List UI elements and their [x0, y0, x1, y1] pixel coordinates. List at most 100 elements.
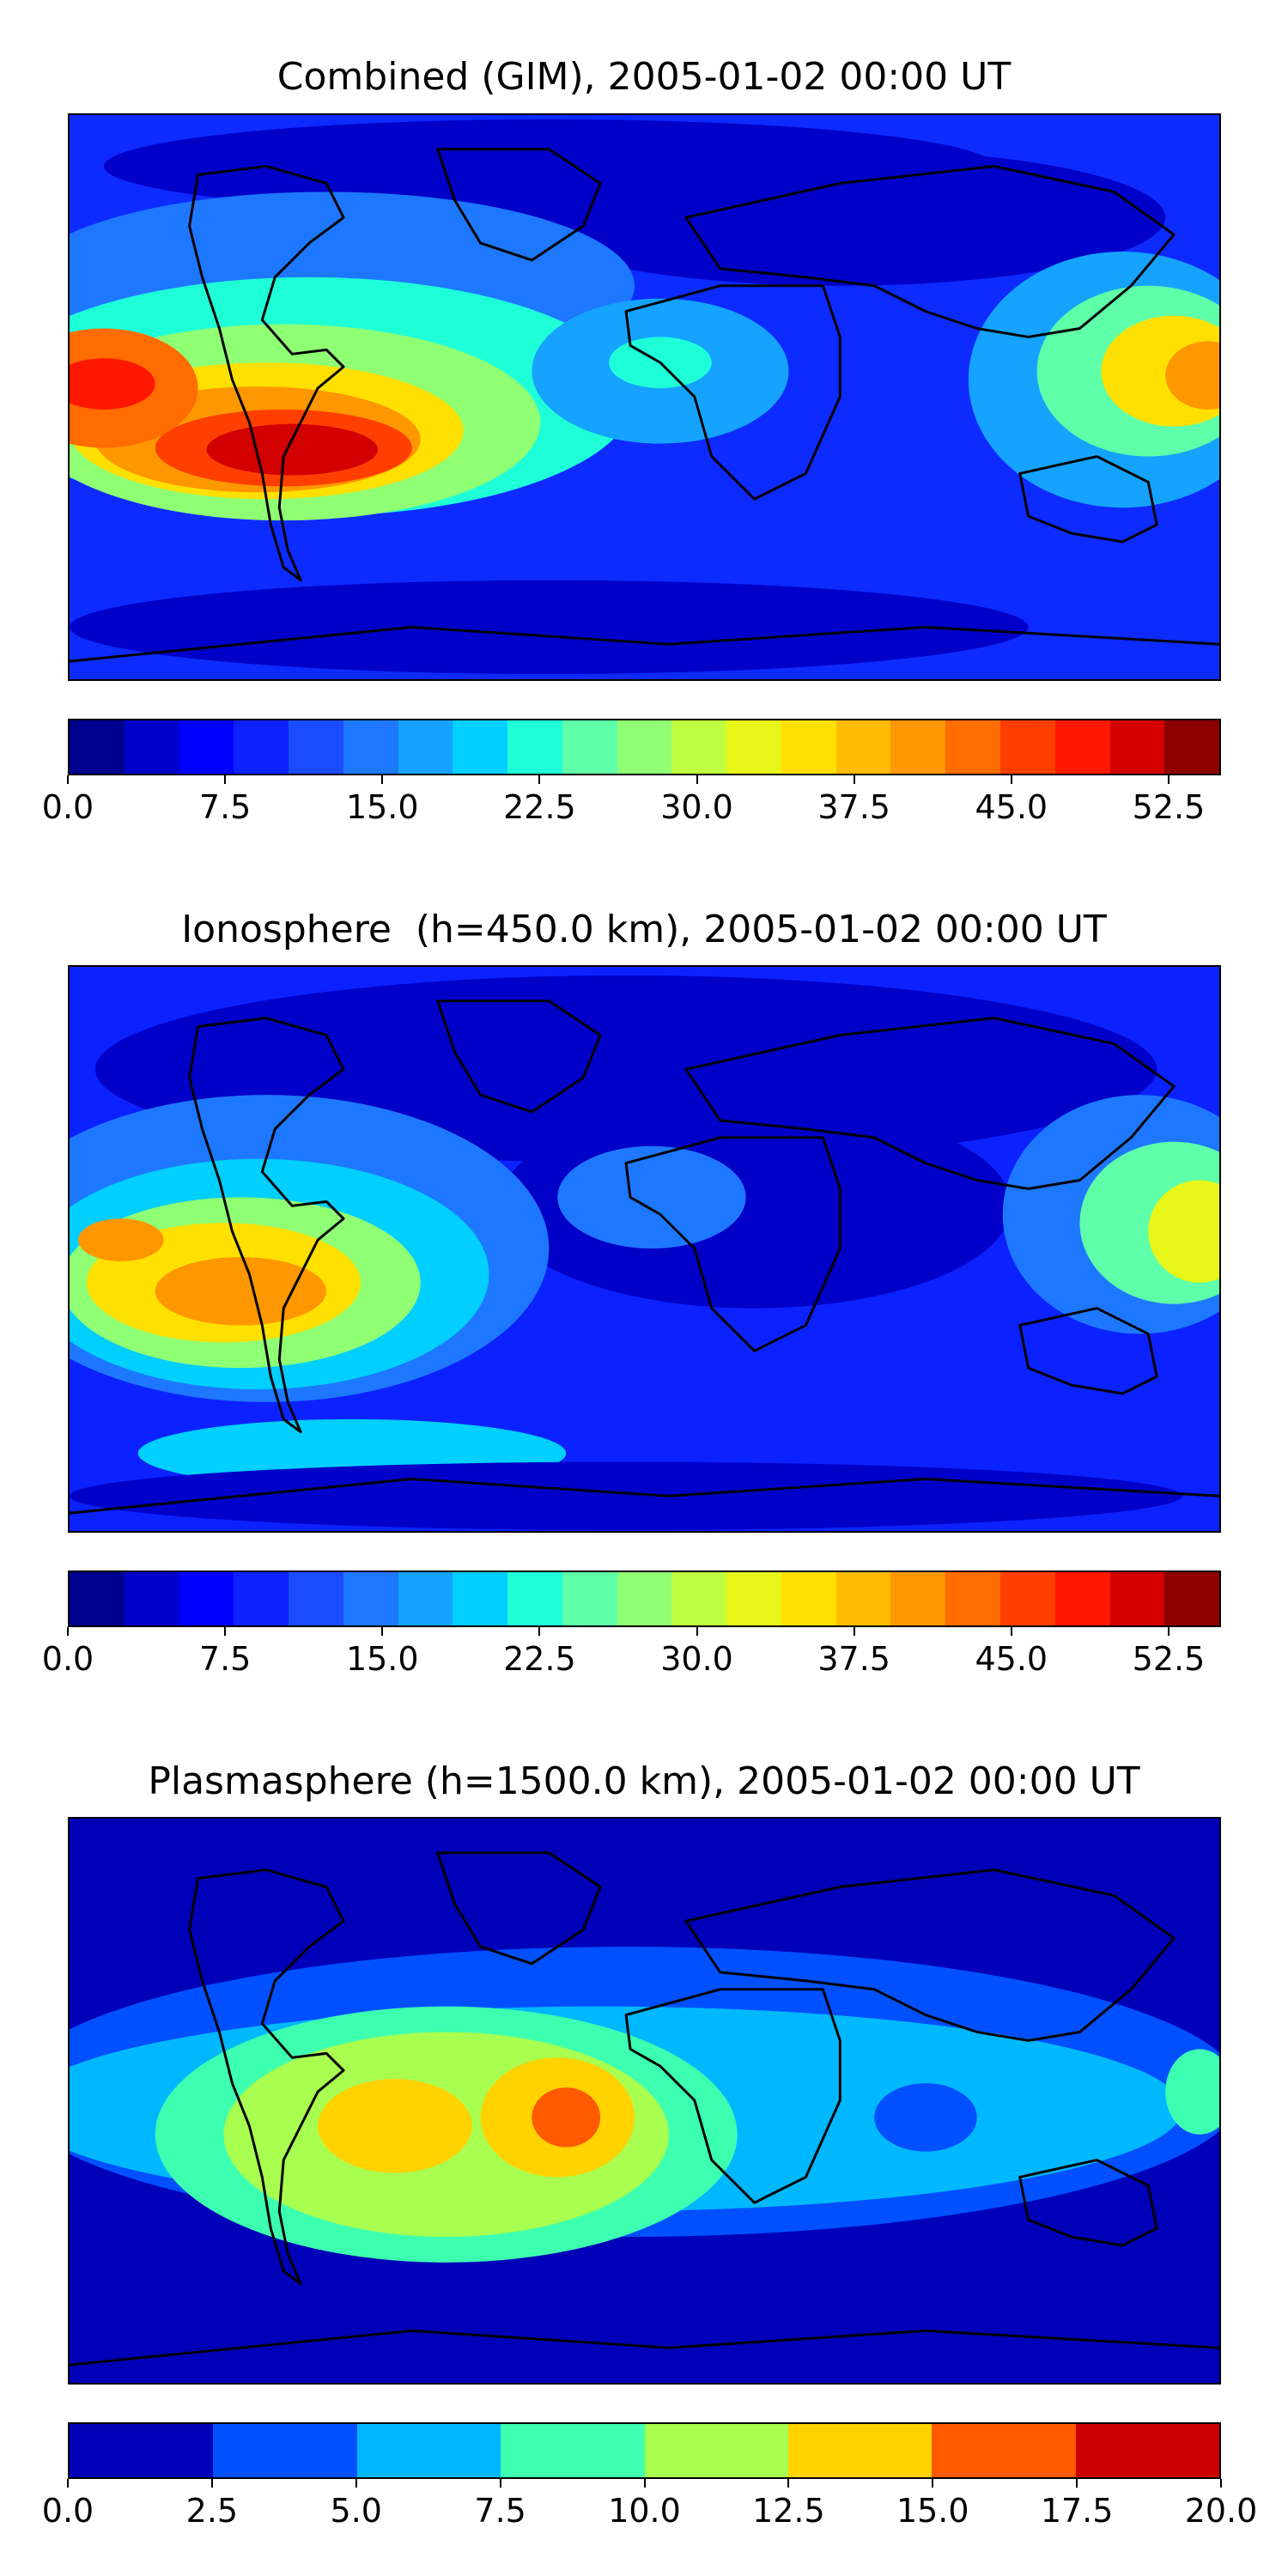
- tec-map-ionosphere-canvas: [70, 967, 1219, 1531]
- colorbar-segment: [1164, 720, 1220, 774]
- colorbar-tick-mark: [538, 1627, 541, 1636]
- colorbar-tick-mark: [210, 2479, 213, 2488]
- colorbar-segment: [343, 1572, 398, 1625]
- map-title-plasmasphere: Plasmasphere (h=1500.0 km), 2005-01-02 0…: [148, 1759, 1140, 1803]
- colorbar-tick-label: 45.0: [975, 1640, 1048, 1678]
- colorbar-segment: [932, 2424, 1076, 2477]
- colorbar-tick-label: 17.5: [1040, 2492, 1114, 2530]
- colorbar-tick-label: 0.0: [41, 788, 94, 826]
- colorbar-ticks-combined: 0.0 7.5 15.0 22.5 30.0 37.5 45.0 52.5: [42, 775, 1221, 827]
- colorbar-tick-label: 15.0: [345, 1640, 419, 1678]
- colorbar-segment: [890, 720, 946, 774]
- colorbar-combined: [68, 719, 1221, 775]
- colorbar-tick-mark: [643, 2479, 646, 2488]
- colorbar-tick-mark: [932, 2479, 934, 2488]
- colorbar-segment: [179, 1572, 234, 1625]
- colorbar-tick-label: 22.5: [503, 1640, 576, 1678]
- colorbar-segment: [398, 720, 453, 774]
- colorbar-tick-label: 0.0: [41, 1640, 94, 1678]
- colorbar-segment: [945, 720, 1001, 774]
- colorbar-tick-mark: [853, 1627, 855, 1636]
- colorbar-segment: [644, 2424, 788, 2477]
- colorbar-tick-mark: [1220, 2479, 1222, 2488]
- colorbar-segment: [507, 720, 562, 774]
- colorbar-tick-mark: [499, 2479, 501, 2488]
- colorbar-tick-label: 37.5: [817, 788, 890, 826]
- colorbar-tick-mark: [381, 775, 384, 784]
- colorbar-segment: [726, 720, 781, 774]
- colorbar-tick-mark: [1167, 1627, 1170, 1636]
- colorbar-tick-mark: [853, 775, 855, 784]
- colorbar-tick-mark: [1010, 1627, 1012, 1636]
- colorbar-tick-label: 30.0: [660, 1640, 733, 1678]
- colorbar-segment: [1109, 720, 1165, 774]
- colorbar-segment: [726, 1572, 781, 1625]
- colorbar-tick-mark: [1010, 775, 1012, 784]
- colorbar-ticks-plasmasphere: 0.0 2.5 5.0 7.5 10.0 12.5 15.0 17.5 20.0: [42, 2479, 1257, 2530]
- colorbar-segment: [234, 720, 289, 774]
- colorbar-segment: [1109, 1572, 1165, 1625]
- colorbar-segment: [562, 720, 617, 774]
- colorbar-plasmasphere: [68, 2422, 1221, 2479]
- colorbar-segment: [343, 720, 398, 774]
- tec-map-plasmasphere: [68, 1817, 1221, 2385]
- colorbar-tick-mark: [67, 2479, 69, 2488]
- colorbar-tick-mark: [355, 2479, 357, 2488]
- colorbar-segment: [70, 2424, 214, 2477]
- colorbar-segment: [453, 1572, 508, 1625]
- colorbar-segment: [507, 1572, 562, 1625]
- colorbar-segment: [1054, 1572, 1110, 1625]
- colorbar-tick-label: 52.5: [1132, 788, 1206, 826]
- colorbar-tick-mark: [538, 775, 541, 784]
- colorbar-ticks-ionosphere: 0.0 7.5 15.0 22.5 30.0 37.5 45.0 52.5: [42, 1627, 1221, 1679]
- colorbar-tick-label: 30.0: [660, 788, 733, 826]
- colorbar-segment: [617, 1572, 672, 1625]
- colorbar-tick-mark: [696, 1627, 698, 1636]
- colorbar-tick-mark: [224, 775, 227, 784]
- colorbar-tick-label: 37.5: [817, 1640, 890, 1678]
- colorbar-tick-label: 22.5: [503, 788, 576, 826]
- colorbar-segment: [124, 720, 179, 774]
- colorbar-segment: [289, 720, 343, 774]
- colorbar-segment: [781, 1572, 836, 1625]
- map-title-combined: Combined (GIM), 2005-01-02 00:00 UT: [276, 55, 1012, 99]
- colorbar-tick-label: 7.5: [198, 788, 252, 826]
- colorbar-tick-label: 2.5: [185, 2492, 239, 2530]
- colorbar-tick-label: 0.0: [41, 2492, 94, 2530]
- colorbar-segment: [70, 720, 125, 774]
- colorbar-segment: [213, 2424, 357, 2477]
- tec-map-combined: [68, 113, 1221, 681]
- colorbar-segment: [671, 720, 727, 774]
- colorbar-segment: [1164, 1572, 1220, 1625]
- colorbar-segment: [70, 1572, 125, 1625]
- colorbar-segment: [1000, 720, 1055, 774]
- colorbar-segment: [617, 720, 672, 774]
- colorbar-tick-label: 7.5: [198, 1640, 252, 1678]
- colorbar-segment: [787, 2424, 933, 2477]
- colorbar-segment: [501, 2424, 645, 2477]
- colorbar-tick-mark: [67, 1627, 69, 1636]
- colorbar-tick-label: 12.5: [752, 2492, 825, 2530]
- colorbar-tick-mark: [381, 1627, 384, 1636]
- colorbar-segment: [835, 1572, 891, 1625]
- colorbar-segment: [890, 1572, 946, 1625]
- colorbar-tick-label: 7.5: [474, 2492, 526, 2530]
- colorbar-tick-mark: [224, 1627, 227, 1636]
- colorbar-tick-mark: [1167, 775, 1170, 784]
- colorbar-segment: [835, 720, 891, 774]
- colorbar-tick-mark: [67, 775, 69, 784]
- colorbar-tick-label: 52.5: [1132, 1640, 1206, 1678]
- colorbar-segment: [1075, 2424, 1219, 2477]
- colorbar-segment: [781, 720, 836, 774]
- colorbar-tick-mark: [696, 775, 698, 784]
- colorbar-tick-mark: [787, 2479, 790, 2488]
- colorbar-tick-label: 20.0: [1184, 2492, 1258, 2530]
- colorbar-tick-label: 5.0: [330, 2492, 382, 2530]
- colorbar-segment: [398, 1572, 453, 1625]
- colorbar-segment: [945, 1572, 1001, 1625]
- colorbar-segment: [289, 1572, 343, 1625]
- tec-map-ionosphere: [68, 965, 1221, 1533]
- colorbar-segment: [671, 1572, 727, 1625]
- colorbar-segment: [234, 1572, 289, 1625]
- colorbar-tick-label: 45.0: [975, 788, 1048, 826]
